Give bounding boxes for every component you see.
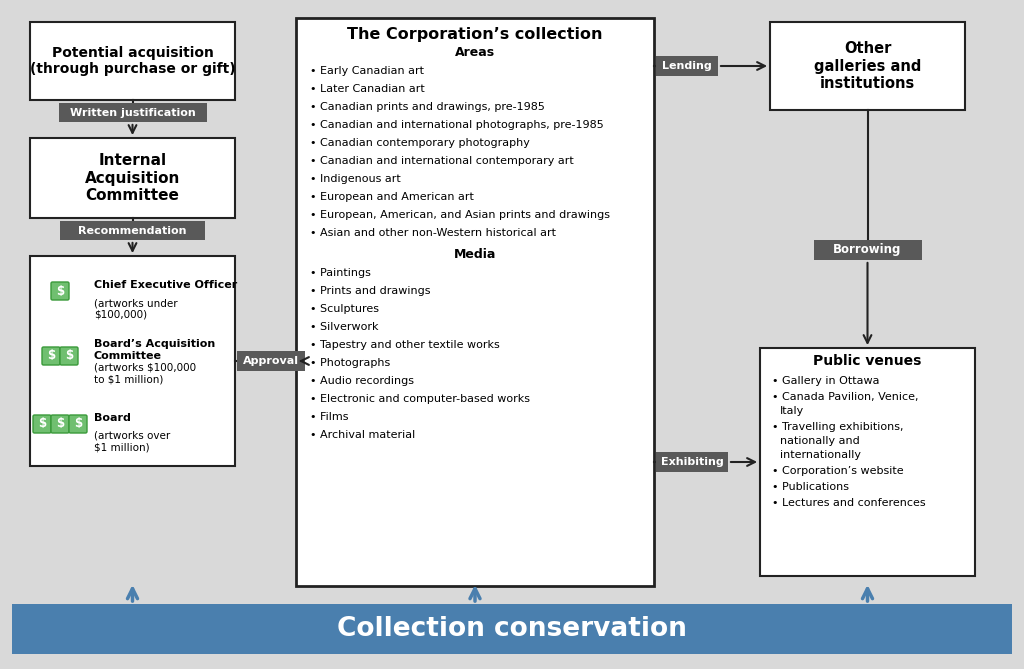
FancyBboxPatch shape: [813, 240, 922, 260]
Text: (artworks under
$100,000): (artworks under $100,000): [94, 298, 177, 320]
Text: Approval: Approval: [243, 356, 299, 366]
Text: Board: Board: [94, 413, 131, 423]
Text: • Early Canadian art: • Early Canadian art: [310, 66, 424, 76]
Text: Lending: Lending: [663, 61, 712, 71]
Text: • Tapestry and other textile works: • Tapestry and other textile works: [310, 340, 500, 350]
Text: $: $: [74, 417, 82, 430]
FancyBboxPatch shape: [237, 351, 305, 371]
FancyBboxPatch shape: [30, 138, 234, 218]
Text: Italy: Italy: [780, 406, 804, 416]
Text: • Travelling exhibitions,: • Travelling exhibitions,: [772, 422, 903, 432]
Text: (artworks over
$1 million): (artworks over $1 million): [94, 431, 170, 453]
Text: (artworks $100,000
to $1 million): (artworks $100,000 to $1 million): [94, 363, 197, 385]
FancyBboxPatch shape: [60, 347, 78, 365]
Text: Other
galleries and
institutions: Other galleries and institutions: [814, 41, 922, 91]
Text: Written justification: Written justification: [70, 108, 196, 118]
Text: Internal
Acquisition
Committee: Internal Acquisition Committee: [85, 153, 180, 203]
Text: • Later Canadian art: • Later Canadian art: [310, 84, 425, 94]
Text: Board’s Acquisition
Committee: Board’s Acquisition Committee: [94, 339, 215, 361]
Text: • Indigenous art: • Indigenous art: [310, 174, 400, 184]
FancyBboxPatch shape: [296, 18, 654, 586]
Text: $: $: [47, 349, 55, 363]
Text: Public venues: Public venues: [813, 354, 922, 368]
Text: • Canadian and international photographs, pre-1985: • Canadian and international photographs…: [310, 120, 604, 130]
FancyBboxPatch shape: [33, 415, 51, 433]
FancyBboxPatch shape: [770, 22, 965, 110]
FancyBboxPatch shape: [30, 256, 234, 466]
FancyBboxPatch shape: [51, 415, 69, 433]
Text: The Corporation’s collection: The Corporation’s collection: [347, 27, 603, 41]
Text: Media: Media: [454, 248, 497, 260]
FancyBboxPatch shape: [69, 415, 87, 433]
Text: Collection conservation: Collection conservation: [337, 616, 687, 642]
FancyBboxPatch shape: [51, 282, 69, 300]
Text: • Canadian contemporary photography: • Canadian contemporary photography: [310, 138, 529, 148]
Text: Borrowing: Borrowing: [834, 244, 902, 256]
Text: • Gallery in Ottawa: • Gallery in Ottawa: [772, 376, 880, 386]
Text: • Silverwork: • Silverwork: [310, 322, 379, 332]
FancyBboxPatch shape: [30, 22, 234, 100]
Text: Exhibiting: Exhibiting: [660, 457, 723, 467]
Text: • European, American, and Asian prints and drawings: • European, American, and Asian prints a…: [310, 210, 610, 220]
Text: $: $: [65, 349, 73, 363]
Text: • Sculptures: • Sculptures: [310, 304, 379, 314]
Text: internationally: internationally: [780, 450, 861, 460]
Text: • Films: • Films: [310, 412, 348, 422]
Text: • Canada Pavilion, Venice,: • Canada Pavilion, Venice,: [772, 392, 919, 402]
FancyBboxPatch shape: [760, 348, 975, 576]
Text: nationally and: nationally and: [780, 436, 860, 446]
Text: • Prints and drawings: • Prints and drawings: [310, 286, 430, 296]
Text: • Electronic and computer-based works: • Electronic and computer-based works: [310, 394, 530, 404]
Text: $: $: [38, 417, 46, 430]
Text: • Audio recordings: • Audio recordings: [310, 376, 414, 386]
Text: • Publications: • Publications: [772, 482, 849, 492]
Text: Areas: Areas: [455, 45, 495, 58]
Text: • Archival material: • Archival material: [310, 430, 416, 440]
FancyBboxPatch shape: [656, 56, 718, 76]
Text: • Paintings: • Paintings: [310, 268, 371, 278]
FancyBboxPatch shape: [42, 347, 60, 365]
FancyBboxPatch shape: [656, 452, 728, 472]
Text: $: $: [56, 284, 65, 298]
Text: • Lectures and conferences: • Lectures and conferences: [772, 498, 926, 508]
Text: Chief Executive Officer: Chief Executive Officer: [94, 280, 238, 290]
FancyBboxPatch shape: [12, 604, 1012, 654]
Text: $: $: [56, 417, 65, 430]
Text: • Photographs: • Photographs: [310, 358, 390, 368]
FancyBboxPatch shape: [60, 221, 205, 240]
Text: • Canadian and international contemporary art: • Canadian and international contemporar…: [310, 156, 573, 166]
Text: • Asian and other non-Western historical art: • Asian and other non-Western historical…: [310, 228, 556, 238]
Text: Potential acquisition
(through purchase or gift): Potential acquisition (through purchase …: [30, 46, 236, 76]
FancyBboxPatch shape: [58, 103, 207, 122]
Text: Recommendation: Recommendation: [78, 225, 186, 235]
Text: • Canadian prints and drawings, pre-1985: • Canadian prints and drawings, pre-1985: [310, 102, 545, 112]
Text: • European and American art: • European and American art: [310, 192, 474, 202]
Text: • Corporation’s website: • Corporation’s website: [772, 466, 903, 476]
